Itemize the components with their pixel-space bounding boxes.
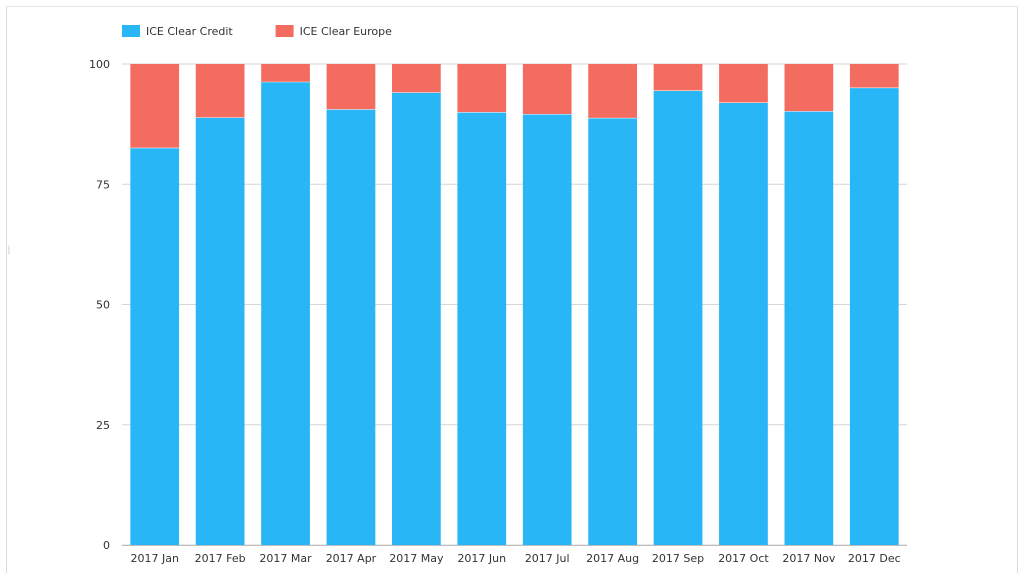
x-tick-label: 2017 Oct <box>718 552 769 565</box>
legend: ICE Clear Credit ICE Clear Europe <box>122 25 392 38</box>
y-tick-label: 25 <box>96 419 110 432</box>
bars <box>130 64 899 546</box>
x-tick-label: 2017 May <box>389 552 444 565</box>
x-tick-label: 2017 Jan <box>130 552 178 565</box>
x-tick-label: 2017 Aug <box>586 552 639 565</box>
resize-handle[interactable]: ⁞ ⁞ <box>8 245 10 256</box>
legend-label-ice-clear-europe[interactable]: ICE Clear Europe <box>300 25 393 38</box>
bar-ice-clear-europe-9[interactable] <box>653 64 703 91</box>
bar-ice-clear-europe-1[interactable] <box>130 64 180 148</box>
bar-ice-clear-credit-12[interactable] <box>849 87 899 545</box>
bar-ice-clear-europe-6[interactable] <box>457 64 507 113</box>
x-tick-label: 2017 Jun <box>457 552 506 565</box>
bar-ice-clear-credit-1[interactable] <box>130 147 180 545</box>
bar-ice-clear-europe-3[interactable] <box>261 64 310 82</box>
bar-ice-clear-europe-12[interactable] <box>849 64 899 88</box>
y-tick-label: 100 <box>89 58 110 71</box>
bar-ice-clear-credit-8[interactable] <box>588 117 637 545</box>
bar-ice-clear-europe-11[interactable] <box>784 64 834 112</box>
x-tick-label: 2017 Jul <box>525 552 570 565</box>
x-tick-label: 2017 Apr <box>326 552 377 565</box>
legend-label-ice-clear-credit[interactable]: ICE Clear Credit <box>146 25 233 38</box>
x-tick-label: 2017 Dec <box>848 552 901 565</box>
legend-swatch-ice-clear-credit[interactable] <box>122 25 140 37</box>
bar-ice-clear-europe-2[interactable] <box>195 64 245 118</box>
x-tick-label: 2017 Sep <box>652 552 704 565</box>
bar-ice-clear-credit-7[interactable] <box>522 114 572 546</box>
bar-ice-clear-europe-7[interactable] <box>522 64 572 115</box>
bar-ice-clear-credit-6[interactable] <box>457 112 507 545</box>
legend-swatch-ice-clear-europe[interactable] <box>275 25 294 37</box>
y-tick-label: 50 <box>96 299 110 312</box>
bar-ice-clear-europe-4[interactable] <box>326 64 376 110</box>
chart-frame: ⁞ ⁞ <box>6 6 1018 573</box>
bar-ice-clear-credit-9[interactable] <box>653 90 703 545</box>
x-axis-ticks: 2017 Jan 2017 Feb 2017 Mar 2017 Apr 2017 May… <box>130 552 900 565</box>
bar-ice-clear-europe-8[interactable] <box>588 64 637 118</box>
bar-ice-clear-credit-2[interactable] <box>195 117 245 546</box>
bar-ice-clear-credit-3[interactable] <box>261 81 310 545</box>
x-tick-label: 2017 Mar <box>259 552 312 565</box>
bar-ice-clear-credit-5[interactable] <box>392 92 441 545</box>
bar-ice-clear-europe-5[interactable] <box>392 64 441 93</box>
x-tick-label: 2017 Nov <box>782 552 835 565</box>
bar-ice-clear-credit-10[interactable] <box>719 102 768 545</box>
x-tick-label: 2017 Feb <box>195 552 246 565</box>
bar-ice-clear-credit-4[interactable] <box>326 109 376 546</box>
bar-ice-clear-europe-10[interactable] <box>719 64 768 103</box>
bar-ice-clear-credit-11[interactable] <box>784 111 834 545</box>
y-axis-ticks: 0 25 50 75 100 <box>89 58 110 552</box>
y-tick-label: 0 <box>103 539 110 552</box>
y-tick-label: 75 <box>96 178 110 191</box>
